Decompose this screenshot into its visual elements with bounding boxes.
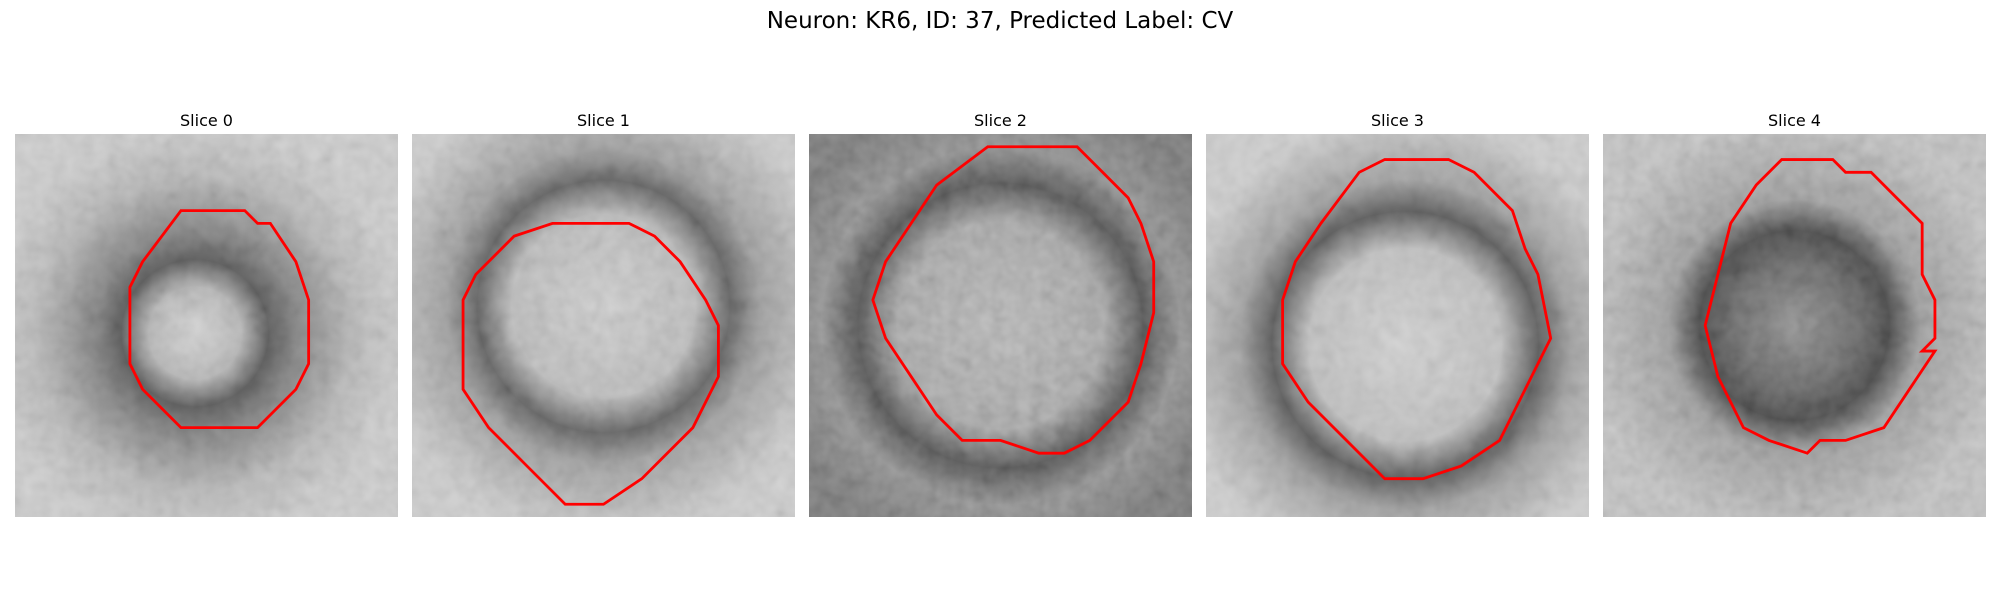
slice-panel-3: Slice 3 [1206,110,1589,517]
slice-image-3 [1206,134,1589,517]
contour-2 [871,145,1156,455]
slice-title-4: Slice 4 [1768,111,1821,130]
contour-4 [1703,158,1938,455]
slice-title-2: Slice 2 [974,111,1027,130]
slice-image-0 [15,134,398,517]
contour-1 [461,221,720,506]
slice-panel-0: Slice 0 [15,110,398,517]
slice-title-3: Slice 3 [1371,111,1424,130]
slice-panel-1: Slice 1 [412,110,795,517]
contour-3 [1281,158,1553,481]
slice-image-2 [809,134,1192,517]
slice-panel-2: Slice 2 [809,110,1192,517]
slice-title-0: Slice 0 [180,111,233,130]
figure-title: Neuron: KR6, ID: 37, Predicted Label: CV [766,8,1234,34]
slice-title-1: Slice 1 [577,111,630,130]
slice-image-4 [1603,134,1986,517]
slice-panel-4: Slice 4 [1603,110,1986,517]
slice-image-1 [412,134,795,517]
contour-0 [128,209,311,430]
